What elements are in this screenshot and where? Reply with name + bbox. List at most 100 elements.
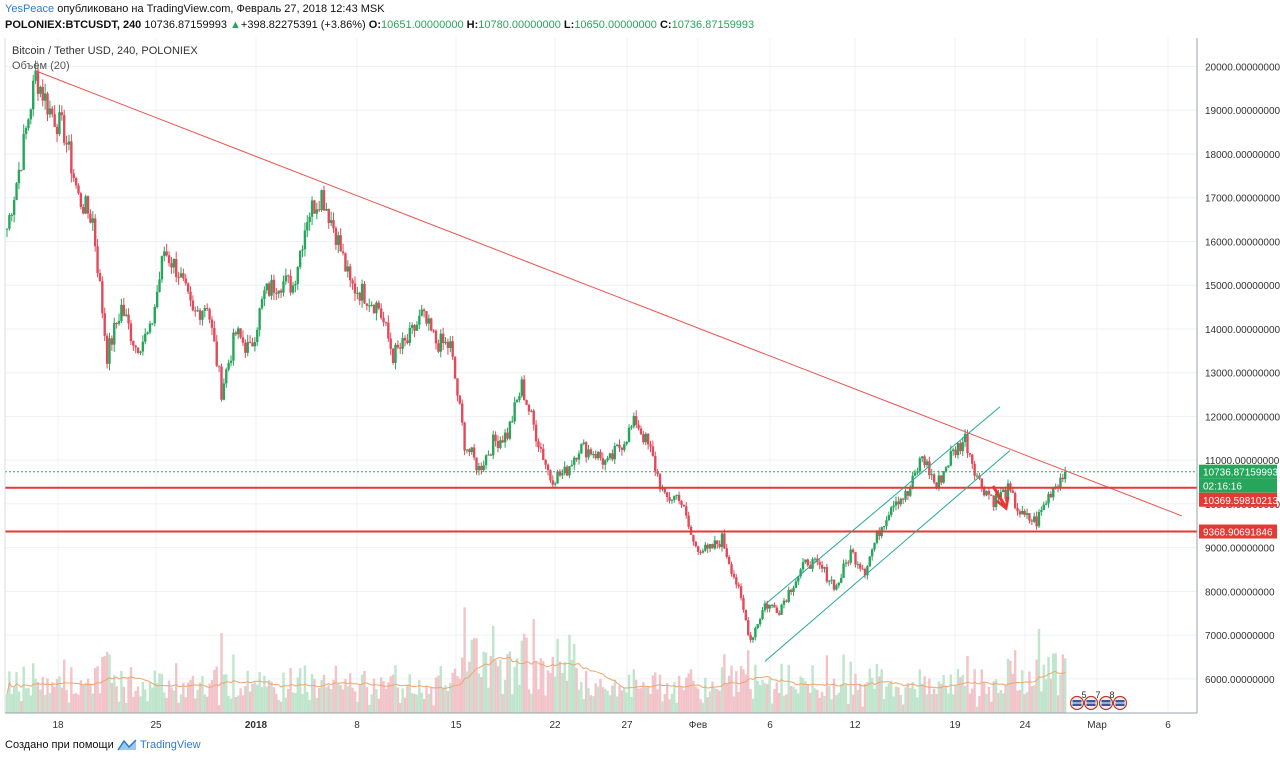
us-flag-icon[interactable] bbox=[1083, 695, 1099, 711]
candle bbox=[172, 258, 176, 274]
volume-bar bbox=[132, 696, 135, 713]
candle bbox=[625, 441, 628, 446]
volume-bar bbox=[182, 682, 185, 713]
volume-bar bbox=[537, 689, 540, 713]
candle bbox=[472, 443, 476, 461]
candle bbox=[942, 471, 945, 484]
volume-bar bbox=[882, 699, 886, 713]
volume-bar bbox=[458, 678, 462, 713]
volume-bar bbox=[773, 688, 776, 713]
tradingview-link[interactable]: TradingView bbox=[140, 739, 201, 751]
channel-lower-line[interactable] bbox=[764, 450, 1011, 662]
candle bbox=[430, 317, 433, 332]
candle bbox=[897, 496, 900, 510]
us-flag-icon[interactable] bbox=[1069, 695, 1085, 711]
volume-bar bbox=[391, 674, 395, 713]
candle bbox=[899, 497, 902, 507]
volume-bar bbox=[756, 680, 759, 713]
volume-bar bbox=[470, 639, 473, 713]
candle bbox=[475, 457, 478, 475]
volume-bar bbox=[911, 682, 914, 713]
candle bbox=[797, 575, 800, 586]
candle bbox=[961, 437, 964, 456]
y-tick-label: 16000.00000000 bbox=[1205, 237, 1280, 248]
volume-bar bbox=[437, 675, 440, 713]
y-tick-label: 15000.00000000 bbox=[1205, 281, 1280, 292]
volume-bar bbox=[291, 692, 295, 713]
candle bbox=[365, 303, 369, 311]
volume-bar bbox=[880, 669, 883, 713]
candle bbox=[184, 273, 187, 286]
price-chart[interactable]: Bitcoin / Tether USD, 240, POLONIEX Объё… bbox=[0, 38, 1280, 734]
candle bbox=[861, 564, 864, 570]
volume-bar bbox=[749, 689, 752, 713]
volume-bar bbox=[489, 655, 493, 713]
volume-bar bbox=[642, 682, 645, 713]
volume-bar bbox=[401, 688, 404, 713]
candle bbox=[356, 287, 359, 300]
candle bbox=[696, 545, 700, 555]
volume-bar bbox=[77, 694, 80, 713]
candle bbox=[711, 543, 714, 549]
volume-bar bbox=[651, 675, 655, 713]
volume-bar bbox=[115, 686, 118, 713]
volume-bar bbox=[46, 678, 49, 713]
candle bbox=[79, 191, 83, 210]
volume-bar bbox=[551, 656, 554, 713]
candle bbox=[1030, 518, 1034, 526]
channel-upper-line[interactable] bbox=[764, 406, 1001, 605]
volume-bar bbox=[966, 656, 969, 713]
volume-bar bbox=[120, 670, 123, 713]
candle bbox=[332, 212, 335, 233]
y-tick-label: 20000.00000000 bbox=[1205, 63, 1280, 74]
candle bbox=[122, 297, 125, 317]
author-link[interactable]: YesPeace bbox=[5, 3, 55, 15]
candle bbox=[863, 567, 867, 579]
candle bbox=[763, 600, 767, 613]
volume-bar bbox=[303, 665, 307, 713]
volume-bar bbox=[668, 699, 671, 713]
us-flag-icon[interactable] bbox=[1098, 695, 1114, 711]
volume-bar bbox=[682, 690, 686, 713]
volume-bar bbox=[177, 702, 180, 713]
drawings bbox=[5, 70, 1197, 662]
volume-bar bbox=[615, 696, 619, 713]
candle bbox=[153, 304, 156, 327]
candle bbox=[732, 570, 736, 580]
volume-bar bbox=[892, 696, 895, 713]
volume-bar bbox=[246, 670, 249, 713]
candle bbox=[737, 582, 740, 589]
volume-bar bbox=[1023, 694, 1026, 713]
candle bbox=[856, 561, 860, 569]
volume-bar bbox=[947, 693, 950, 713]
volume-bar bbox=[980, 669, 983, 713]
us-flag-icon[interactable] bbox=[1112, 695, 1128, 711]
candle bbox=[434, 329, 438, 350]
candle bbox=[718, 540, 721, 549]
volume-bar bbox=[1064, 658, 1067, 713]
candle bbox=[468, 448, 471, 457]
published-text: опубликовано на TradingView.com, Февраль… bbox=[57, 3, 385, 15]
price-axis[interactable]: 20000.00000000 19000.00000000 18000.000000… bbox=[1205, 63, 1280, 686]
candle bbox=[835, 583, 838, 591]
candle bbox=[394, 342, 397, 370]
volume-bar bbox=[139, 696, 142, 713]
candle bbox=[747, 616, 750, 637]
time-axis[interactable]: 18 25 2018 8 15 22 27 Фев 6 12 19 24 Мар 6 bbox=[52, 720, 1171, 731]
x-tick-label: 15 bbox=[450, 720, 462, 731]
candle bbox=[758, 617, 762, 627]
low-value: 10650.00000000 bbox=[574, 19, 657, 31]
candle bbox=[761, 606, 764, 621]
volume-bar bbox=[673, 682, 676, 713]
candle bbox=[372, 304, 376, 314]
chart-background bbox=[0, 38, 1280, 734]
support-price-label: 9368.90691846 bbox=[1199, 524, 1277, 539]
candle bbox=[604, 459, 607, 471]
symbol-label: POLONIEX:BTCUSDT, 240 bbox=[5, 19, 142, 31]
candle bbox=[890, 505, 893, 518]
candle bbox=[399, 342, 402, 354]
volume-bar bbox=[129, 667, 133, 713]
candle bbox=[923, 454, 926, 469]
trendline[interactable] bbox=[35, 70, 1183, 517]
